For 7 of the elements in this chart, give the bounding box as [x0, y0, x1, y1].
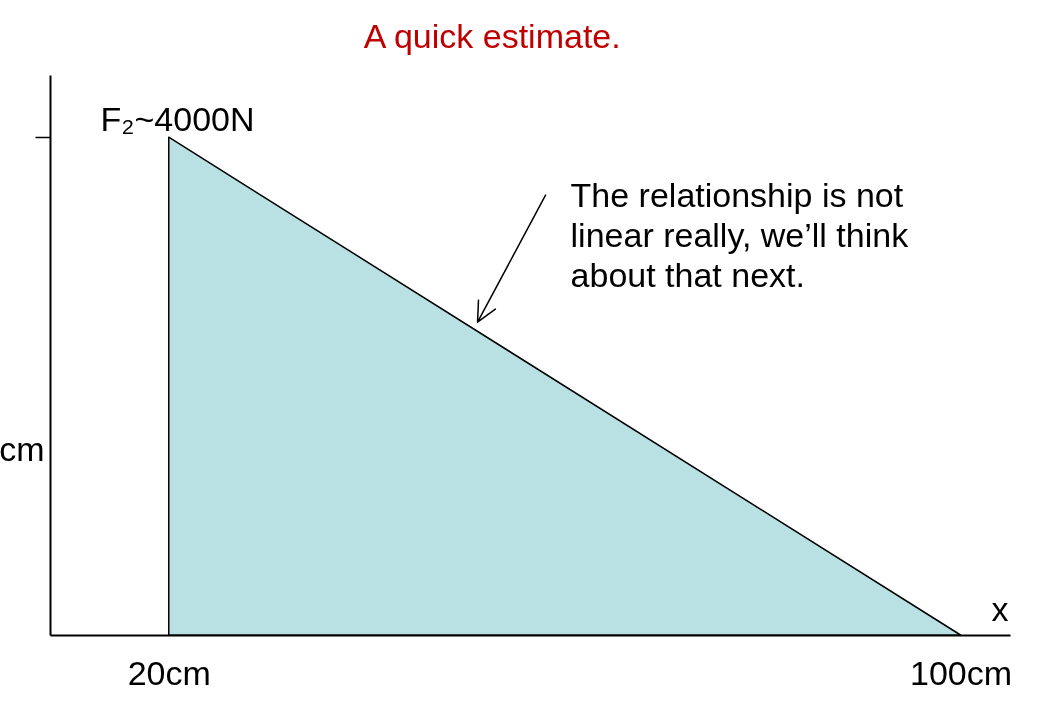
x-axis-title: x	[991, 589, 1009, 628]
x-tick-label: 100cm	[909, 653, 1013, 692]
annotation: The relationship is not linear really, we’ll think about that next.	[570, 176, 910, 295]
x-tick-label: 20cm	[127, 653, 211, 692]
y-axis-title: cm	[0, 429, 45, 468]
y-tick-label: F₂~4000N	[100, 99, 255, 138]
chart-title: A quick estimate.	[363, 17, 621, 55]
